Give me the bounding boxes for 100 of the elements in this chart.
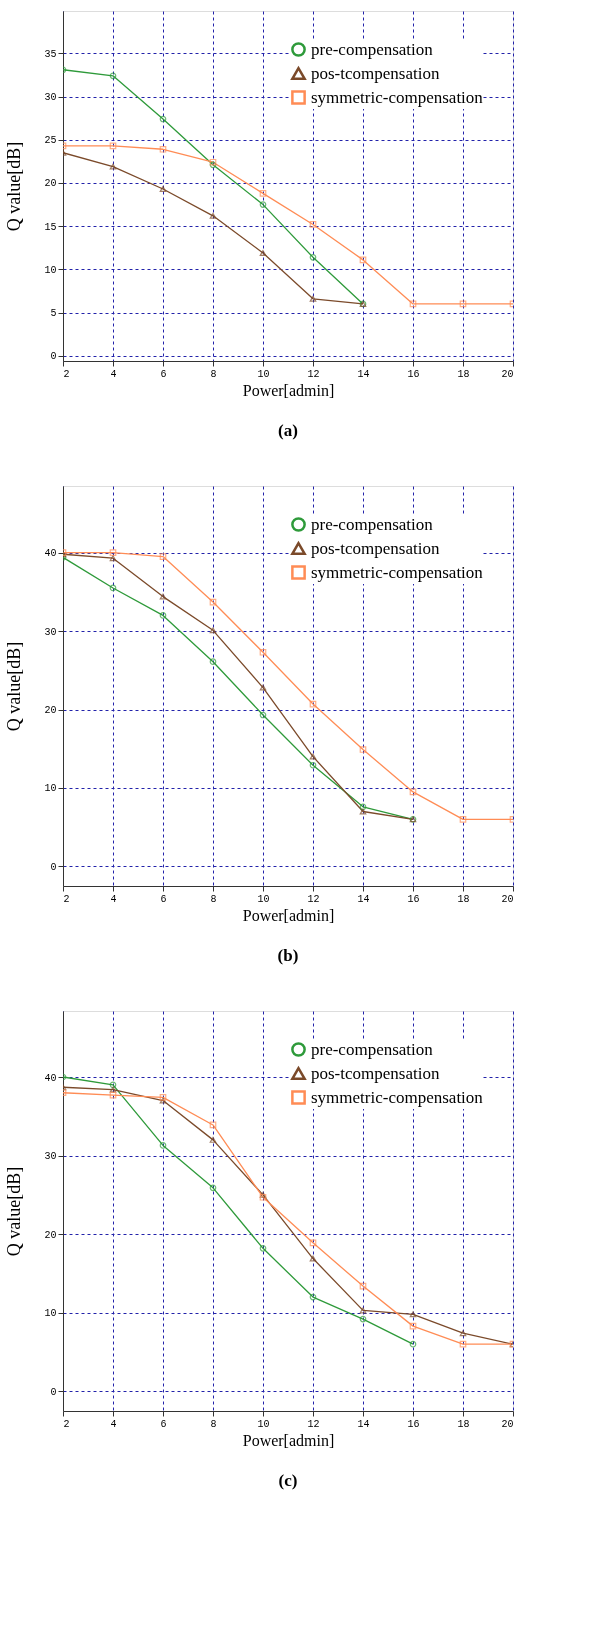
y-tick-label: 30: [44, 626, 57, 638]
point: [209, 1136, 217, 1143]
legend-label: pos-tcompensation: [311, 63, 440, 83]
x-tick-label: 6: [160, 1418, 167, 1430]
x-tick-label: 8: [210, 1418, 217, 1430]
legend-label: pre-compensation: [311, 1039, 434, 1059]
point: [309, 761, 317, 769]
point: [159, 145, 167, 153]
x-tick-label: 2: [63, 893, 70, 905]
point: [409, 1322, 417, 1330]
y-tick-label: 5: [50, 308, 57, 320]
x-tick-label: 8: [210, 368, 217, 380]
y-tick-label: 10: [44, 1308, 57, 1320]
y-axis-title: Q value[dB]: [4, 1166, 25, 1257]
x-tick-label: 16: [407, 368, 420, 380]
point: [359, 1282, 367, 1290]
x-axis-title: Power[admin]: [242, 906, 335, 924]
point: [309, 700, 317, 708]
point: [409, 300, 417, 308]
legend-label: pre-compensation: [311, 39, 434, 59]
point: [209, 658, 217, 666]
point: [209, 1184, 217, 1192]
point: [359, 803, 367, 811]
x-tick-label: 14: [357, 368, 370, 380]
y-tick-label: 10: [44, 264, 57, 276]
y-tick-label: 40: [44, 1072, 57, 1084]
y-axis-title: Q value[dB]: [4, 641, 25, 732]
x-tick-label: 4: [110, 1418, 117, 1430]
point: [309, 753, 317, 760]
x-axis-title: Power[admin]: [242, 1431, 335, 1449]
point: [209, 1121, 217, 1129]
point: [159, 612, 167, 619]
point: [409, 788, 417, 796]
legend-label: pos-tcompensation: [311, 1063, 440, 1083]
x-tick-label: 6: [160, 893, 167, 905]
line-series: [63, 142, 513, 308]
legend-label: pre-compensation: [311, 514, 434, 534]
y-tick-label: 0: [50, 1386, 57, 1398]
point: [109, 549, 117, 556]
point: [159, 1142, 167, 1149]
x-tick-label: 14: [357, 893, 370, 905]
x-tick-label: 4: [110, 368, 117, 380]
y-axis-title: Q value[dB]: [4, 141, 25, 232]
point: [259, 201, 267, 208]
x-tick-label: 8: [210, 893, 217, 905]
x-tick-label: 18: [457, 1418, 470, 1430]
x-tick-label: 10: [257, 1418, 270, 1430]
y-tick-label: 30: [44, 1151, 57, 1163]
legend-label: symmetric-compensation: [311, 562, 484, 582]
point: [159, 593, 167, 600]
legend-label: symmetric-compensation: [311, 1087, 484, 1107]
point: [459, 1330, 467, 1337]
x-tick-label: 14: [357, 1418, 370, 1430]
y-tick-label: 20: [44, 705, 57, 717]
point: [209, 212, 217, 219]
point: [159, 115, 167, 123]
point: [159, 186, 167, 192]
point: [309, 295, 317, 302]
point: [109, 1091, 117, 1099]
point: [459, 815, 467, 823]
x-tick-label: 2: [63, 1418, 70, 1430]
point: [259, 190, 267, 197]
y-tick-label: 40: [44, 548, 57, 560]
point: [209, 627, 217, 634]
x-tick-label: 10: [257, 893, 270, 905]
point: [409, 1311, 417, 1318]
point: [259, 1244, 267, 1252]
point: [259, 711, 267, 719]
y-tick-label: 35: [44, 48, 57, 60]
y-tick-label: 15: [44, 221, 57, 233]
y-tick-label: 30: [44, 92, 57, 104]
point: [359, 1307, 367, 1314]
x-tick-label: 18: [457, 368, 470, 380]
point: [109, 163, 117, 170]
text: (b): [277, 946, 299, 965]
point: [359, 256, 367, 264]
point: [109, 1086, 117, 1093]
x-tick-label: 20: [501, 368, 514, 380]
legend-label: pos-tcompensation: [311, 538, 440, 558]
point: [309, 1293, 317, 1301]
x-tick-label: 16: [407, 893, 420, 905]
x-tick-label: 12: [307, 893, 320, 905]
point: [309, 1239, 317, 1247]
point: [259, 250, 267, 256]
y-tick-label: 0: [50, 861, 57, 873]
x-tick-label: 4: [110, 893, 117, 905]
x-tick-label: 12: [307, 1418, 320, 1430]
x-tick-label: 18: [457, 893, 470, 905]
x-tick-label: 20: [501, 1418, 514, 1430]
x-axis-title: Power[admin]: [242, 381, 335, 399]
text: (a): [278, 421, 298, 440]
point: [309, 1255, 317, 1262]
x-tick-label: 6: [160, 368, 167, 380]
legend-label: symmetric-compensation: [311, 87, 484, 107]
y-tick-label: 20: [44, 1229, 57, 1241]
y-tick-label: 20: [44, 178, 57, 190]
x-tick-label: 2: [63, 368, 70, 380]
point: [109, 584, 117, 592]
point: [209, 598, 217, 606]
x-tick-label: 16: [407, 1418, 420, 1430]
